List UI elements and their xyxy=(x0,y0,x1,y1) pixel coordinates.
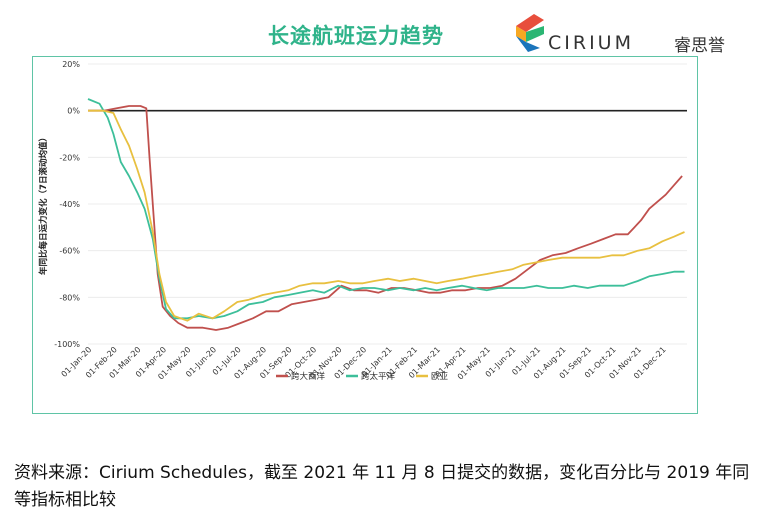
y-tick-label: 20% xyxy=(62,60,80,69)
legend-entry: 欧亚 xyxy=(431,371,449,382)
logo-chinese-name: 睿思誉 xyxy=(674,36,725,56)
cirium-logo-icon xyxy=(516,14,544,52)
line-chart: 20% 0% -20% -40% -60% -80% -100% 年同比每日运力变化（7日滚动… xyxy=(38,60,687,382)
cirium-logo: CIRIUM 睿思誉 xyxy=(514,12,764,56)
y-tick-label: -40% xyxy=(59,200,80,209)
logo-wordmark: CIRIUM xyxy=(548,32,634,54)
legend-entry: 跨太平洋 xyxy=(361,371,396,382)
series-line-3 xyxy=(88,109,685,322)
legend-entry: 跨大西洋 xyxy=(291,371,326,382)
series-line-2 xyxy=(87,98,685,320)
source-note: 资料来源：Cirium Schedules，截至 2021 年 11 月 8 日… xyxy=(14,463,750,510)
chart-title: 长途航班运力趋势 xyxy=(268,24,444,48)
chart-frame xyxy=(32,56,698,414)
y-axis-label: 年同比每日运力变化（7日滚动均值） xyxy=(38,133,49,275)
series-line-1 xyxy=(88,105,683,331)
y-tick-label: -100% xyxy=(54,340,80,349)
y-tick-label: -20% xyxy=(59,153,80,162)
y-tick-label: 0% xyxy=(67,107,80,116)
y-tick-label: -60% xyxy=(59,247,80,256)
y-tick-label: -80% xyxy=(59,293,80,302)
